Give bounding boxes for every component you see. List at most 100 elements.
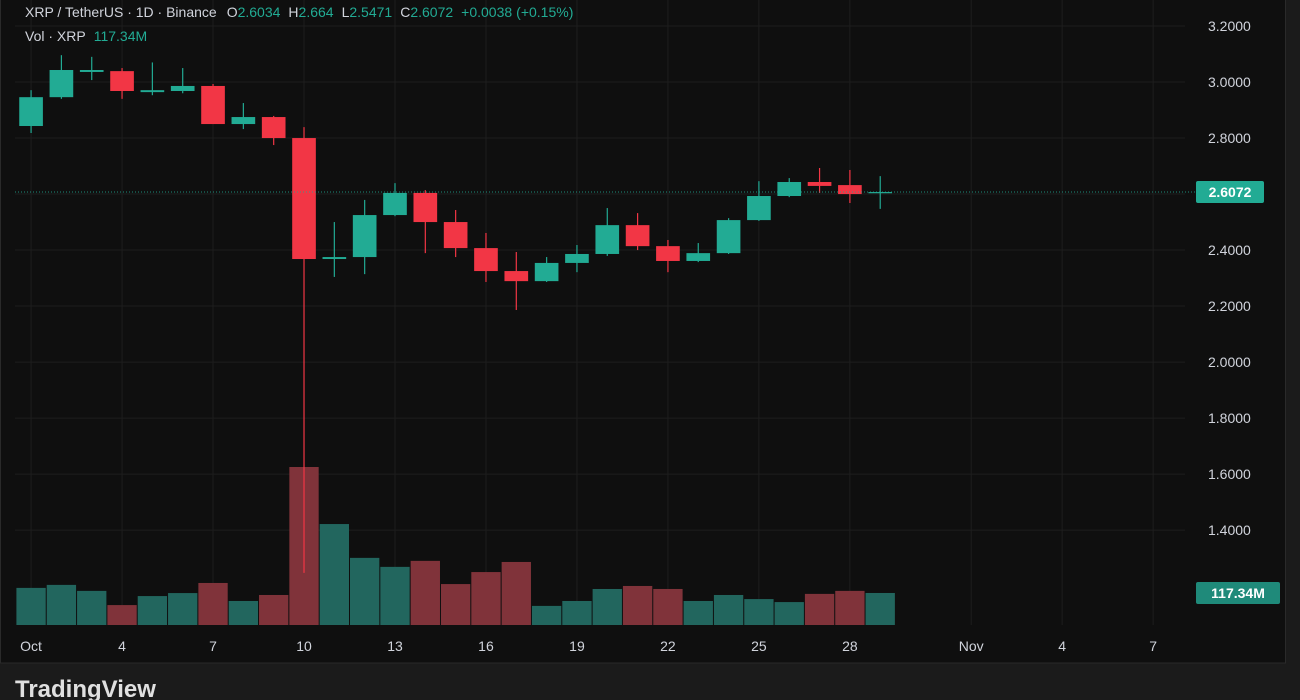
change: +0.0038 [461,4,512,20]
x-tick-label: 28 [842,638,858,654]
x-tick-label: 10 [296,638,312,654]
volume-bar [531,605,562,625]
candle-body [595,225,620,254]
volume-bar [653,588,683,625]
y-tick-label: 3.0000 [1208,74,1251,90]
y-tick-label: 1.8000 [1208,410,1251,426]
volume-bar [350,557,380,625]
candle-body [322,257,347,260]
y-tick-label: 2.8000 [1208,130,1251,146]
candle-body [19,97,43,127]
volume-bar [380,566,410,625]
candle-body [201,85,225,125]
x-tick-label: 16 [478,638,494,654]
volume-bar [774,602,804,625]
volume-bar [471,572,501,625]
candle-body [565,253,589,263]
candle-body [49,70,74,98]
candle-body [807,182,832,186]
candle-body [504,271,529,282]
x-tick-label: 25 [751,638,767,654]
legend-header: XRP / TetherUS · 1D · Binance O2.6034 H2.6… [25,4,573,20]
x-tick-label: 19 [569,638,585,654]
candle-layer [19,55,893,573]
x-tick-label: 4 [118,638,126,654]
candle-body [868,192,893,194]
volume-bar [804,593,835,625]
symbol-title: XRP / TetherUS · 1D · Binance [25,4,217,20]
x-tick-label: 13 [387,638,403,654]
ohlc-value: 2.5471 [349,4,392,20]
volume-bar [168,593,198,625]
volume-bar [622,585,653,625]
candle-body [443,222,468,249]
volume-bar [107,605,137,625]
candle-body [656,246,680,261]
footer-logo: TradingView [15,676,156,700]
candle-body [383,192,407,216]
volume-last-box [1196,581,1280,604]
x-tick-label: 7 [209,638,217,654]
ohlc-value: 2.6034 [238,4,281,20]
volume-value: 117.34M [94,28,147,44]
volume-bar [865,592,895,625]
volume-bar [744,599,774,625]
candle-body [292,138,316,260]
candle-body [170,85,195,92]
axis-layer: 3.20003.00002.80002.60002.40002.20002.00… [15,18,1280,654]
volume-bar [228,600,259,625]
volume-bar [16,587,46,625]
candle-body [777,182,802,197]
change-pct: (+0.15%) [516,4,573,20]
volume-bar [319,524,350,625]
volume-name: Vol · XRP [25,28,86,44]
candle-body [747,196,771,221]
volume-bar [137,596,168,625]
volume-bar [562,600,592,625]
y-tick-label: 1.4000 [1208,522,1251,538]
volume-header: Vol · XRP 117.34M [25,28,147,44]
ohlc-value: 2.664 [299,4,334,20]
chart-panel [0,0,1286,664]
volume-bar [259,594,289,625]
volume-bar [835,590,865,625]
y-tick-label: 2.4000 [1208,242,1251,258]
candle-body [261,117,286,139]
ohlc-value: 2.6072 [410,4,453,20]
volume-bar [713,594,744,625]
volume-bar [501,561,531,625]
volume-bar [77,590,107,625]
volume-layer [16,467,895,625]
y-tick-label: 2.2000 [1208,298,1251,314]
candle-body [625,225,650,247]
candle-body [140,90,165,93]
candle-body [686,253,711,261]
candle-body [716,220,741,254]
ohlc-letter: L [342,4,350,20]
volume-bar [46,584,77,625]
candle-body [79,70,104,72]
candle-body [474,248,498,272]
candle-body [231,117,256,125]
volume-bar [592,588,622,625]
candle-body [413,192,438,223]
ohlc-letter: H [288,4,298,20]
volume-last-label: 117.34M [1211,585,1265,601]
volume-bar [683,600,713,625]
x-tick-label: Nov [959,638,984,654]
grid [15,0,1185,625]
candle-body [534,262,559,282]
y-tick-label: 3.2000 [1208,18,1251,34]
y-tick-label: 1.6000 [1208,466,1251,482]
candle-body [838,185,862,195]
volume-bar [440,584,471,625]
candle-body [352,215,377,258]
ohlc-letter: C [400,4,410,20]
volume-bar [410,560,440,625]
ohlc-letter: O [227,4,238,20]
x-tick-label: Oct [20,638,42,654]
x-tick-label: 22 [660,638,676,654]
y-tick-label: 2.0000 [1208,354,1251,370]
